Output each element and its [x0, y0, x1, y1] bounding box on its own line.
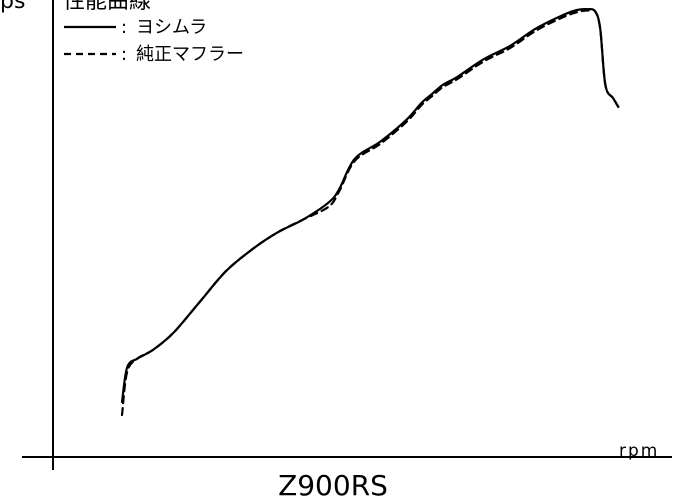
- series-line-stock: [120, 8, 620, 417]
- legend-label-stock: 純正マフラー: [136, 44, 244, 65]
- legend: : ヨシムラ : 純正マフラー: [64, 17, 244, 65]
- legend-colon-1: :: [121, 17, 127, 38]
- legend-colon-2: :: [121, 44, 127, 65]
- model-label: Z900RS: [278, 469, 388, 501]
- chart-title: 性能曲線: [63, 0, 151, 14]
- series-line-yoshimura: [120, 8, 620, 403]
- legend-label-yoshimura: ヨシムラ: [136, 17, 207, 38]
- y-axis-label: ps: [0, 0, 25, 14]
- x-axis-label: rpm: [619, 441, 659, 461]
